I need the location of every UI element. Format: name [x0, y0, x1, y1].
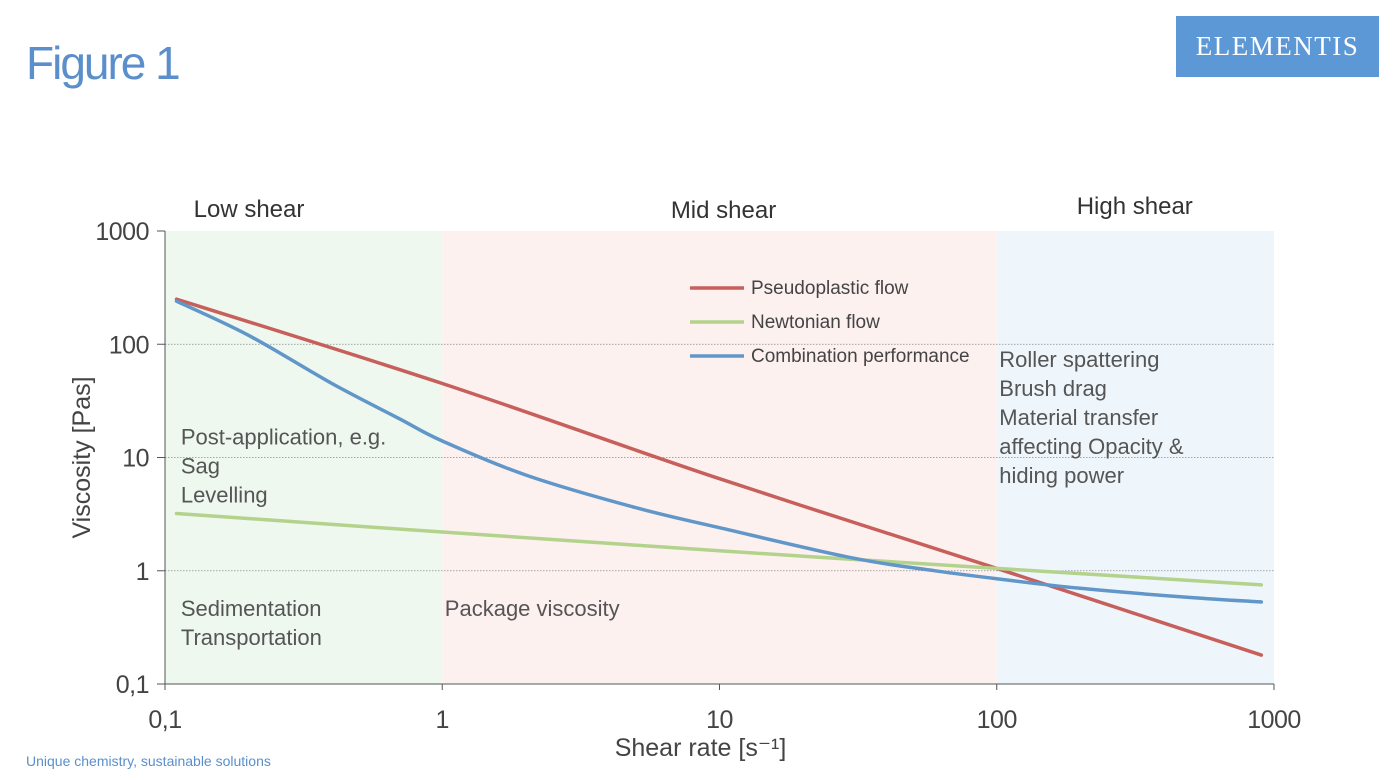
region-annotation-line: Post-application, e.g.	[181, 425, 386, 450]
region-annotation-line: hiding power	[999, 463, 1124, 488]
y-tick-label: 1000	[95, 218, 149, 246]
region-annotation-line: Sag	[181, 454, 220, 479]
region-annotation-line: Material transfer	[999, 405, 1158, 430]
region-annotation-line: Sedimentation	[181, 596, 322, 621]
y-tick-label: 10	[122, 445, 149, 473]
region-annotation-line: Package viscosity	[445, 596, 620, 621]
x-axis-title: Shear rate [s⁻¹]	[615, 734, 787, 762]
legend-label-pseudoplastic-flow: Pseudoplastic flow	[751, 278, 909, 299]
region-annotation-line: affecting Opacity &	[999, 434, 1184, 459]
region-title-mid-shear: Mid shear	[671, 197, 776, 224]
region-annotation-line: Transportation	[181, 625, 322, 650]
footer-tagline: Unique chemistry, sustainable solutions	[26, 753, 271, 769]
y-tick-label: 1	[136, 558, 149, 586]
region-annotation-line: Levelling	[181, 483, 268, 508]
logo-text: ELEMENTIS	[1195, 31, 1360, 61]
region-title-high-shear: High shear	[1077, 193, 1193, 220]
y-tick-label: 100	[109, 331, 149, 359]
y-axis-title: Viscosity [Pas]	[68, 376, 96, 538]
legend-label-newtonian-flow: Newtonian flow	[751, 312, 880, 333]
elementis-logo: ELEMENTIS	[1176, 16, 1379, 77]
page-title: Figure 1	[26, 37, 181, 89]
x-tick-label: 100	[977, 706, 1017, 734]
y-tick-label: 0,1	[116, 671, 149, 699]
x-tick-label: 10	[706, 706, 733, 734]
series-line-pseudoplastic-flow	[174, 297, 1264, 657]
x-tick-label: 1	[436, 706, 449, 734]
legend-label-combination-performance: Combination performance	[751, 346, 970, 367]
region-annotation-line: Brush drag	[999, 376, 1107, 401]
x-tick-label: 0,1	[148, 706, 181, 734]
x-tick-label: 1000	[1247, 706, 1301, 734]
series-line-combination-performance	[174, 299, 1264, 604]
region-title-low-shear: Low shear	[194, 196, 305, 223]
region-annotation-line: Roller spattering	[999, 347, 1159, 372]
series-line-newtonian-flow	[174, 511, 1264, 587]
